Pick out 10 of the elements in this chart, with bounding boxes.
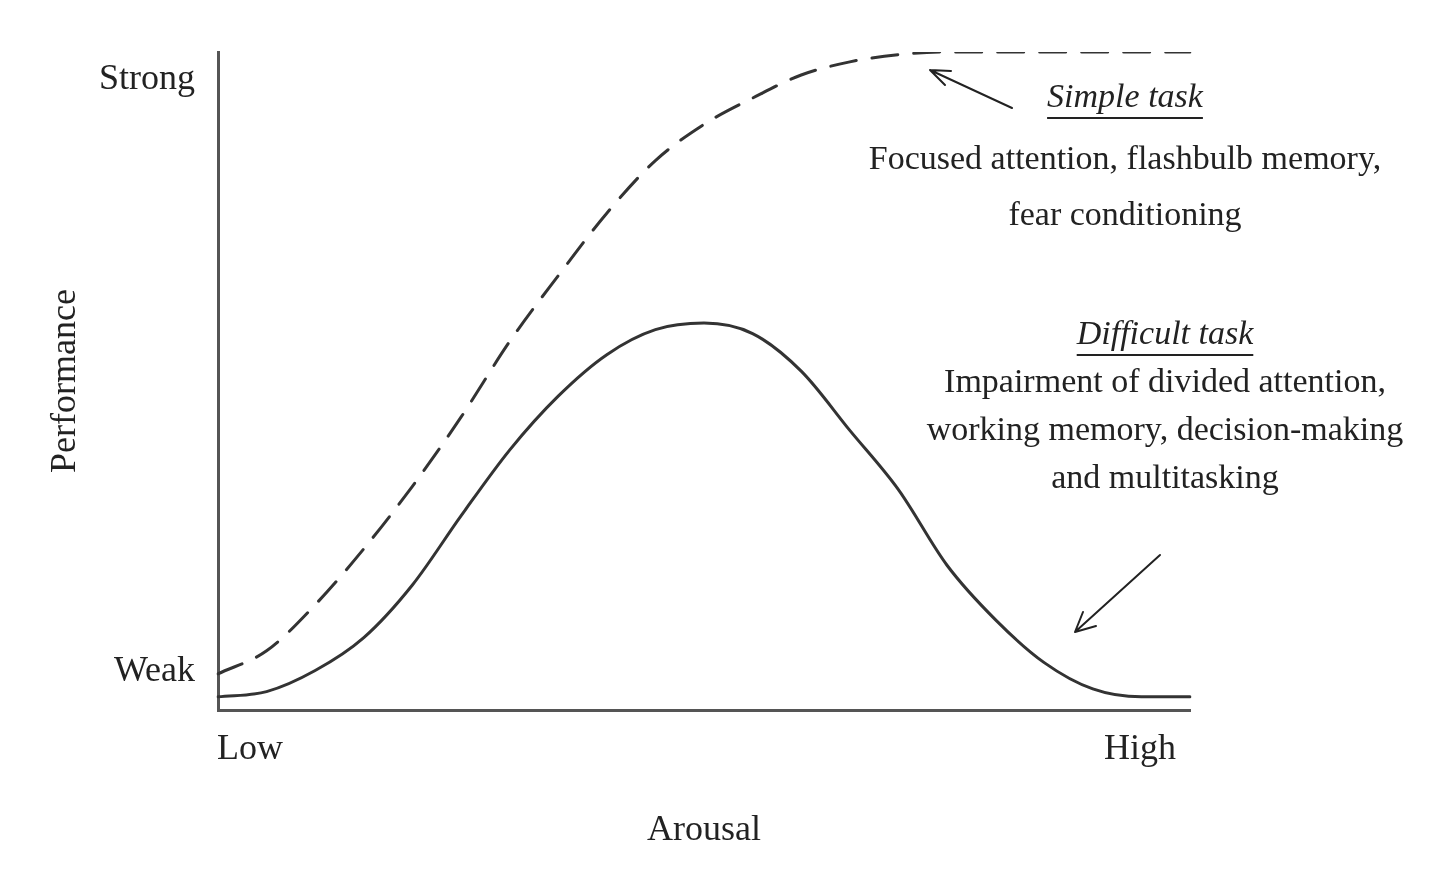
annotation: Focused attention, flashbulb memory, fear conditioning xyxy=(868,138,1382,232)
x-axis-title: Arousal xyxy=(647,807,761,848)
text: Weak xyxy=(113,649,195,690)
text: Low xyxy=(217,727,283,768)
text: High xyxy=(1104,727,1176,768)
text: Strong xyxy=(98,57,195,98)
annotation: Difficult task xyxy=(1075,313,1255,351)
y-axis-title: Performance xyxy=(43,289,84,473)
annotation: Impairment of divided attention, working memory, decision-making and multitasking xyxy=(926,361,1404,495)
annotation: Simple task xyxy=(1047,76,1204,114)
